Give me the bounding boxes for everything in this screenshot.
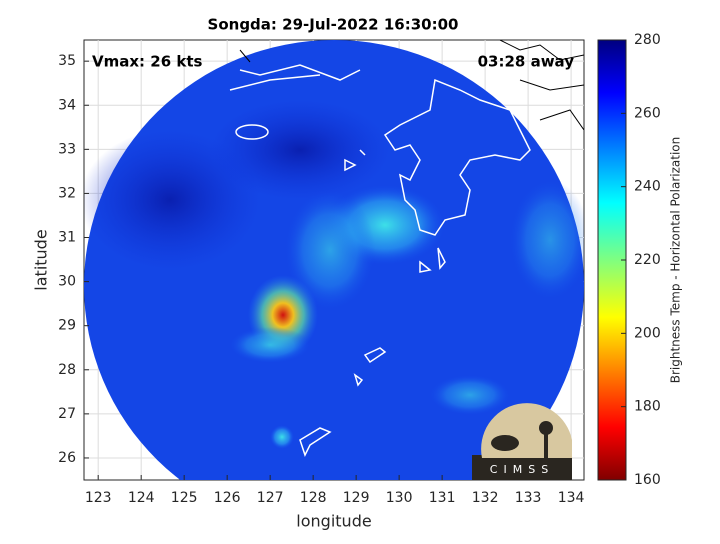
y-tick-label: 31 (58, 230, 76, 246)
y-tick-label: 27 (58, 406, 76, 422)
y-tick-label: 34 (58, 97, 76, 113)
colorbar-label: Brightness Temp - Horizontal Polarizatio… (669, 137, 683, 384)
satellite-image (84, 40, 584, 480)
x-tick-label: 133 (515, 490, 542, 506)
cloud-feature (210, 100, 390, 200)
y-axis-label: latitude (32, 229, 51, 290)
x-tick-label: 127 (257, 490, 284, 506)
y-tick-label: 33 (58, 141, 76, 157)
y-tick-label: 32 (58, 185, 76, 201)
cloud-feature (230, 327, 310, 363)
colorbar-tick-label: 160 (634, 472, 661, 488)
y-tick-label: 35 (58, 53, 76, 69)
x-tick-label: 129 (343, 490, 370, 506)
y-tick-label: 30 (58, 274, 76, 290)
logo-tank (539, 421, 553, 435)
x-axis-label: longitude (296, 512, 371, 531)
cloud-feature (430, 375, 510, 415)
logo-text: CIMSS (490, 463, 554, 476)
colorbar-tick-label: 280 (634, 32, 661, 48)
cloud-feature (270, 425, 294, 449)
colorbar-tick-label: 240 (634, 179, 661, 195)
x-tick-label: 128 (300, 490, 327, 506)
x-tick-label: 126 (214, 490, 241, 506)
logo-tower (544, 430, 548, 458)
colorbar-tick-label: 200 (634, 325, 661, 341)
annotation: Vmax: 26 kts (92, 53, 202, 71)
logo-dish (491, 435, 519, 451)
cloud-feature (285, 190, 375, 310)
colorbar-tick-label: 260 (634, 105, 661, 121)
y-tick-label: 28 (58, 362, 76, 378)
colorbar-tick-label: 220 (634, 252, 661, 268)
annotation: 03:28 away (478, 53, 575, 71)
chart-title: Songda: 29-Jul-2022 16:30:00 (208, 16, 459, 34)
x-tick-label: 123 (85, 490, 112, 506)
cloud-feature (510, 180, 584, 300)
coastline (239, 40, 584, 131)
x-tick-label: 125 (171, 490, 198, 506)
x-tick-label: 131 (429, 490, 456, 506)
logo: CIMSS (472, 403, 572, 480)
x-tick-label: 132 (472, 490, 499, 506)
coastline (229, 64, 531, 457)
colorbar-tick-label: 180 (634, 399, 661, 415)
x-tick-label: 124 (128, 490, 155, 506)
y-tick-label: 26 (58, 450, 76, 466)
x-tick-label: 130 (386, 490, 413, 506)
x-tick-label: 134 (558, 490, 585, 506)
y-tick-label: 29 (58, 318, 76, 334)
logo-band (472, 455, 572, 480)
